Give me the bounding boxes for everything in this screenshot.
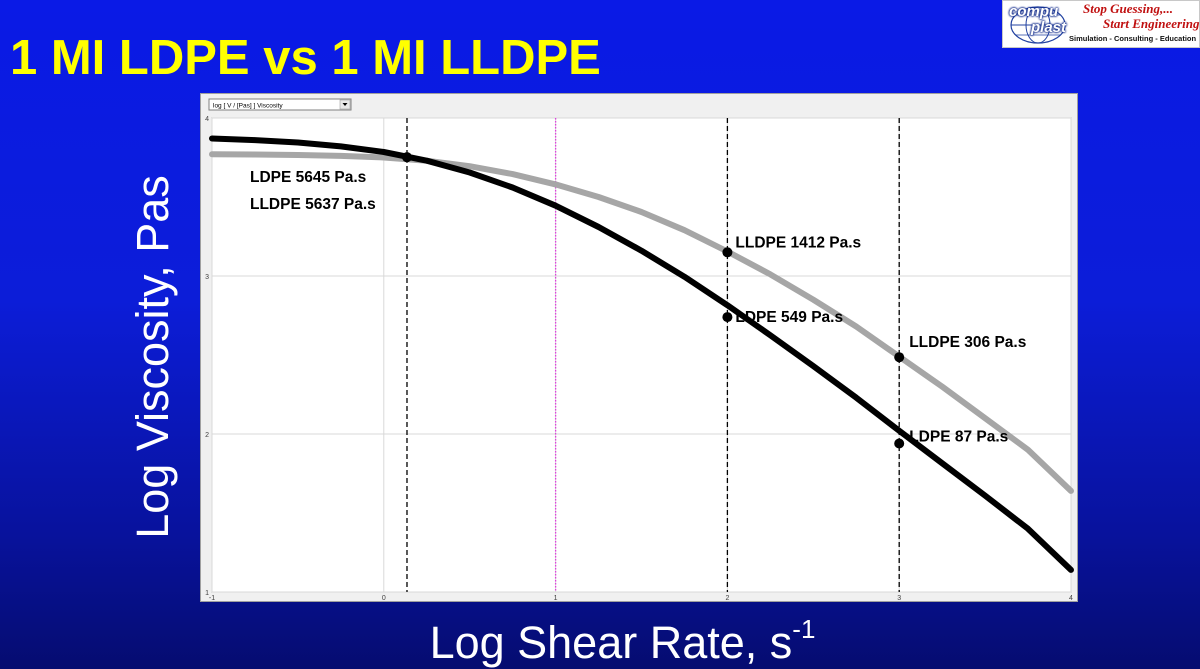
logo-tagline-2: Start Engineering! [1103, 16, 1200, 31]
slide-title: 1 MI LDPE vs 1 MI LLDPE [10, 31, 601, 85]
x-tick-label: 3 [897, 595, 901, 602]
y-tick-label: 2 [205, 432, 209, 439]
y-tick-label: 4 [205, 116, 209, 123]
plot-area [211, 117, 1072, 593]
x-tick-label: 2 [725, 595, 729, 602]
logo-word-compu: compu [1009, 3, 1059, 20]
data-point-ldpe [894, 438, 905, 449]
quantity-dropdown-value: log [ V / [Pas] ] Viscosity [213, 103, 283, 110]
series-line-lldpe [209, 151, 1074, 494]
chart-panel: log [ V / [Pas] ] Viscosity -1 0 1 2 3 4 1 2 3 4 LD… [200, 93, 1078, 602]
point-label: LDPE 87 Pa.s [909, 428, 1008, 445]
data-point-lldpe [722, 247, 733, 258]
x-axis-title-exponent: -1 [792, 614, 816, 644]
x-tick-label: 4 [1069, 595, 1073, 602]
data-point-ldpe [401, 152, 412, 163]
x-tick-label: -1 [209, 595, 215, 602]
point-label: LLDPE 306 Pa.s [909, 334, 1026, 351]
chevron-down-icon [342, 103, 348, 106]
logo-word-plast: plast [1031, 19, 1067, 36]
x-tick-label: 1 [554, 595, 558, 602]
point-label: LDPE 549 Pa.s [735, 309, 843, 326]
logo-tagline-1: Stop Guessing,... [1083, 1, 1173, 16]
point-label: LLDPE 5637 Pa.s [250, 196, 376, 213]
company-logo: compu plast Stop Guessing,... Start Engi… [1002, 0, 1200, 48]
x-axis-title-wrap: Log Shear Rate, s-1 [0, 614, 1200, 669]
x-tick-label: 0 [382, 595, 386, 602]
y-axis-title: Log Viscosity, Pas [127, 175, 178, 539]
quantity-dropdown[interactable] [208, 98, 352, 111]
point-label: LDPE 5645 Pa.s [250, 169, 366, 186]
x-axis-title: Log Shear Rate, s [429, 617, 793, 668]
series-line-ldpe [209, 135, 1074, 573]
globe-icon [1010, 6, 1066, 44]
logo-tagline-3: Simulation - Consulting - Education [1069, 34, 1197, 43]
data-point-ldpe [722, 312, 733, 323]
point-label: LLDPE 1412 Pa.s [735, 234, 861, 251]
viscosity-chart: log [ V / [Pas] ] Viscosity -1 0 1 2 3 4 1 2 3 4 LD… [205, 98, 1074, 602]
y-tick-label: 1 [205, 590, 209, 597]
data-point-lldpe [894, 352, 905, 363]
y-tick-label: 3 [205, 274, 209, 281]
